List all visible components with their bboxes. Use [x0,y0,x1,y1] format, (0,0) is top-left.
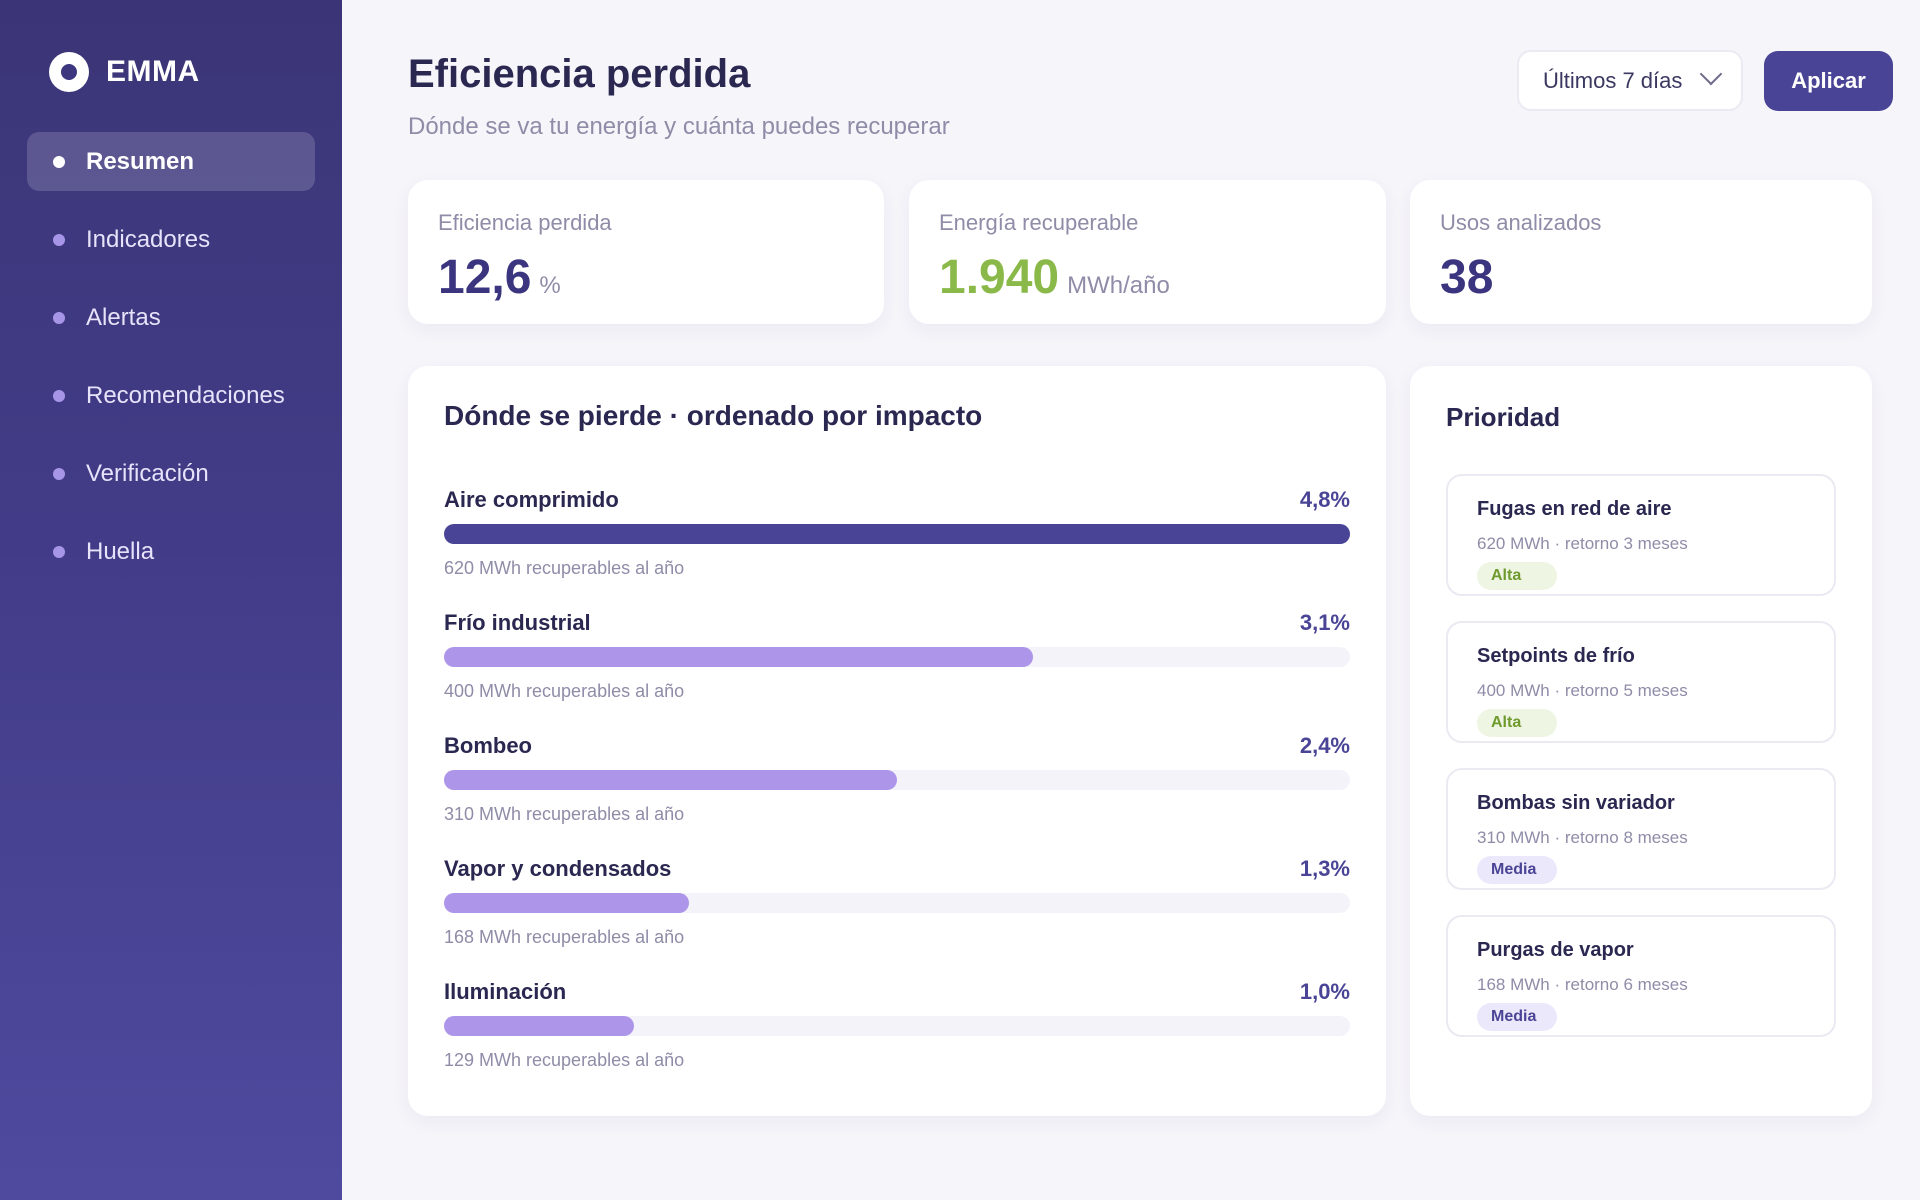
loss-name: Vapor y condensados [444,856,672,881]
priority-card[interactable]: Setpoints de frío 400 MWh · retorno 5 me… [1446,621,1836,743]
bullet-icon [53,389,65,402]
sidebar-item-resumen[interactable]: Resumen [27,132,315,191]
loss-bar-fill [444,1016,635,1036]
loss-item: Aire comprimido 4,8% 620 MWh recuperable… [444,486,1350,609]
panel-title: Dónde se pierde · ordenado por impacto [444,400,983,431]
loss-bar-track [444,647,1350,667]
sidebar-item-verificacion[interactable]: Verificación [27,444,315,503]
sidebar-item-alertas[interactable]: Alertas [27,288,315,347]
loss-note: 129 MWh recuperables al año [444,1050,685,1070]
kpi-card-analyzed-uses: Usos analizados 38 [1410,180,1872,324]
kpi-value: 1.940 [939,251,1060,304]
brand: EMMA [49,52,200,92]
loss-breakdown-panel: Dónde se pierde · ordenado por impacto A… [408,366,1386,1116]
app-name: EMMA [106,55,200,88]
sidebar: EMMA Resumen Indicadores Alertas Recomen… [0,0,342,1200]
loss-item: Frío industrial 3,1% 400 MWh recuperable… [444,609,1350,732]
kpi-unit: MWh/año [1067,272,1170,299]
loss-note: 620 MWh recuperables al año [444,558,685,578]
logo-icon [49,52,89,92]
date-range-select[interactable]: Últimos 7 días [1517,50,1743,111]
loss-name: Frío industrial [444,610,591,635]
loss-note: 168 MWh recuperables al año [444,927,685,947]
sidebar-item-huella[interactable]: Huella [27,522,315,581]
loss-percent: 2,4% [1299,733,1350,758]
bullet-icon [53,155,65,168]
bullet-icon [53,311,65,324]
priority-title: Setpoints de frío [1477,645,1635,667]
loss-name: Bombeo [444,733,532,758]
priority-badge: Alta [1477,562,1557,590]
sidebar-item-label: Alertas [86,303,161,331]
priority-title: Fugas en red de aire [1477,498,1672,520]
loss-bar-track [444,1016,1350,1036]
loss-list: Aire comprimido 4,8% 620 MWh recuperable… [444,486,1350,1101]
loss-note: 310 MWh recuperables al año [444,804,685,824]
loss-percent: 1,0% [1299,979,1350,1004]
loss-name: Aire comprimido [444,487,619,512]
priority-meta: 310 MWh · retorno 8 meses [1477,828,1688,847]
priority-list: Fugas en red de aire 620 MWh · retorno 3… [1446,474,1836,1062]
sidebar-item-label: Indicadores [86,225,211,253]
bullet-icon [53,545,65,558]
loss-percent: 1,3% [1299,856,1350,881]
loss-name: Iluminación [444,979,567,1004]
loss-percent: 4,8% [1299,487,1350,512]
sidebar-item-indicadores[interactable]: Indicadores [27,210,315,269]
kpi-value: 38 [1440,251,1494,304]
priority-panel: Prioridad Fugas en red de aire 620 MWh ·… [1410,366,1872,1116]
priority-badge: Media [1477,1003,1557,1031]
loss-note: 400 MWh recuperables al año [444,681,685,701]
priority-card[interactable]: Purgas de vapor 168 MWh · retorno 6 mese… [1446,915,1836,1037]
kpi-unit: % [539,272,561,299]
kpi-card-recoverable-energy: Energía recuperable 1.940 MWh/año [909,180,1386,324]
chevron-down-icon [1699,62,1723,86]
kpi-value: 12,6 [438,251,532,304]
apply-button[interactable]: Aplicar [1764,51,1893,111]
kpi-label: Usos analizados [1440,210,1602,235]
loss-bar-fill [444,524,1350,544]
sidebar-item-label: Verificación [86,459,209,487]
panel-title: Prioridad [1446,402,1561,432]
loss-bar-track [444,770,1350,790]
priority-meta: 168 MWh · retorno 6 meses [1477,975,1688,994]
priority-badge: Alta [1477,709,1557,737]
priority-card[interactable]: Bombas sin variador 310 MWh · retorno 8 … [1446,768,1836,890]
page-title: Eficiencia perdida [408,52,751,96]
loss-bar-fill [444,647,1033,667]
bullet-icon [53,467,65,480]
loss-percent: 3,1% [1299,610,1350,635]
sidebar-nav: Resumen Indicadores Alertas Recomendacio… [27,132,315,600]
kpi-label: Energía recuperable [939,210,1139,235]
priority-badge: Media [1477,856,1557,884]
loss-item: Vapor y condensados 1,3% 168 MWh recuper… [444,855,1350,978]
loss-item: Iluminación 1,0% 129 MWh recuperables al… [444,978,1350,1101]
sidebar-item-label: Huella [86,537,155,565]
priority-title: Bombas sin variador [1477,792,1675,814]
loss-bar-track [444,893,1350,913]
sidebar-item-label: Recomendaciones [86,381,285,409]
sidebar-item-recomendaciones[interactable]: Recomendaciones [27,366,315,425]
priority-card[interactable]: Fugas en red de aire 620 MWh · retorno 3… [1446,474,1836,596]
date-range-value: Últimos 7 días [1543,67,1683,93]
priority-title: Purgas de vapor [1477,939,1634,961]
kpi-card-lost-efficiency: Eficiencia perdida 12,6 % [408,180,884,324]
loss-bar-fill [444,770,897,790]
bullet-icon [53,233,65,246]
loss-bar-track [444,524,1350,544]
loss-bar-fill [444,893,689,913]
kpi-label: Eficiencia perdida [438,210,612,235]
sidebar-item-label: Resumen [86,147,195,175]
loss-item: Bombeo 2,4% 310 MWh recuperables al año [444,732,1350,855]
page-subtitle: Dónde se va tu energía y cuánta puedes r… [408,113,950,140]
priority-meta: 620 MWh · retorno 3 meses [1477,534,1688,553]
priority-meta: 400 MWh · retorno 5 meses [1477,681,1688,700]
